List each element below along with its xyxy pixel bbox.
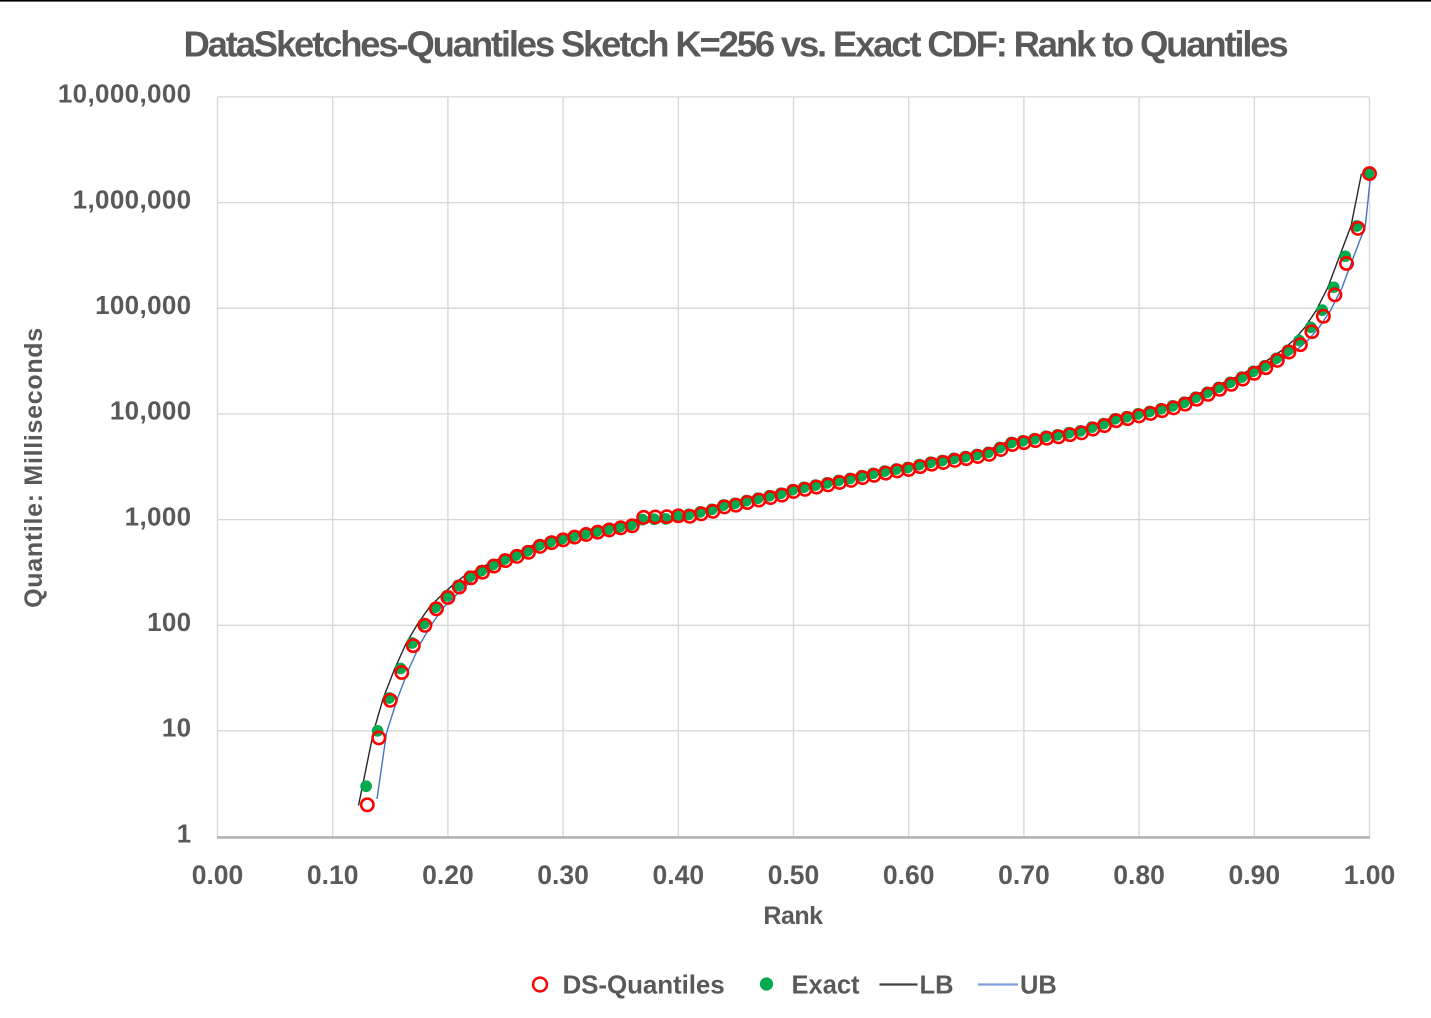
svg-text:100,000: 100,000 — [95, 290, 191, 320]
svg-text:Exact: Exact — [792, 972, 861, 1000]
svg-text:0.80: 0.80 — [1113, 860, 1165, 890]
svg-text:1,000: 1,000 — [125, 501, 192, 531]
svg-text:0.00: 0.00 — [192, 860, 244, 890]
svg-text:10,000: 10,000 — [110, 396, 192, 426]
svg-text:10: 10 — [162, 713, 192, 743]
svg-text:1: 1 — [177, 818, 192, 848]
svg-text:100: 100 — [147, 607, 191, 637]
svg-text:0.20: 0.20 — [422, 860, 474, 890]
svg-text:Quantile: Milliseconds: Quantile: Milliseconds — [20, 327, 48, 608]
svg-text:0.10: 0.10 — [307, 860, 359, 890]
svg-text:DS-Quantiles: DS-Quantiles — [563, 970, 725, 1000]
svg-text:UB: UB — [1020, 972, 1057, 1000]
svg-text:LB: LB — [920, 972, 954, 1000]
svg-text:0.70: 0.70 — [998, 860, 1050, 890]
svg-text:10,000,000: 10,000,000 — [58, 79, 192, 109]
svg-text:DataSketches-Quantiles Sketch: DataSketches-Quantiles Sketch K=256 vs. … — [183, 24, 1287, 65]
svg-text:0.50: 0.50 — [768, 860, 820, 890]
svg-text:0.30: 0.30 — [537, 860, 589, 890]
svg-text:0.90: 0.90 — [1229, 860, 1281, 890]
svg-text:Rank: Rank — [763, 902, 823, 930]
svg-text:0.40: 0.40 — [653, 860, 705, 890]
svg-text:0.60: 0.60 — [883, 860, 935, 890]
svg-text:1,000,000: 1,000,000 — [73, 184, 192, 214]
svg-text:1.00: 1.00 — [1344, 860, 1396, 890]
